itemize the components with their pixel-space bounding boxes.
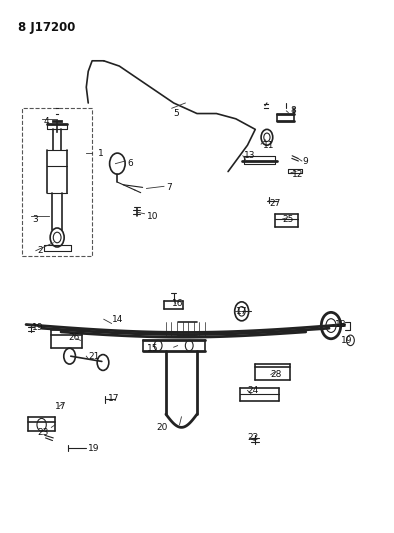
Text: 18: 18 [335,320,346,329]
Text: 21: 21 [88,352,100,361]
Text: 15: 15 [147,344,158,353]
Text: 5: 5 [174,109,179,118]
Text: 22: 22 [247,433,259,442]
Text: 16: 16 [172,299,183,308]
Text: 6: 6 [127,159,133,168]
Text: 8: 8 [290,107,296,116]
Text: 27: 27 [269,199,280,208]
Text: 25: 25 [282,214,294,223]
Text: 26: 26 [69,333,80,342]
Text: 24: 24 [247,386,259,395]
Text: 4: 4 [44,117,49,126]
Text: 17: 17 [236,307,247,316]
Text: 19: 19 [88,444,100,453]
Text: 7: 7 [166,183,172,192]
Text: 8 J17200: 8 J17200 [18,21,76,34]
Text: 9: 9 [302,157,308,166]
Text: 1: 1 [98,149,104,158]
Bar [22,108,92,256]
Text: 23: 23 [38,428,49,437]
Text: 13: 13 [243,151,255,160]
Text: 10: 10 [147,212,158,221]
Text: 28: 28 [271,370,282,379]
Text: 17: 17 [55,402,67,411]
Text: 19: 19 [341,336,352,345]
Text: 11: 11 [263,141,275,150]
Text: 3: 3 [32,214,38,223]
Text: 17: 17 [108,394,119,403]
Text: 12: 12 [292,169,303,179]
Text: 19: 19 [32,322,43,332]
Text: 20: 20 [156,423,167,432]
Text: 2: 2 [38,246,43,255]
Text: 14: 14 [112,315,123,324]
